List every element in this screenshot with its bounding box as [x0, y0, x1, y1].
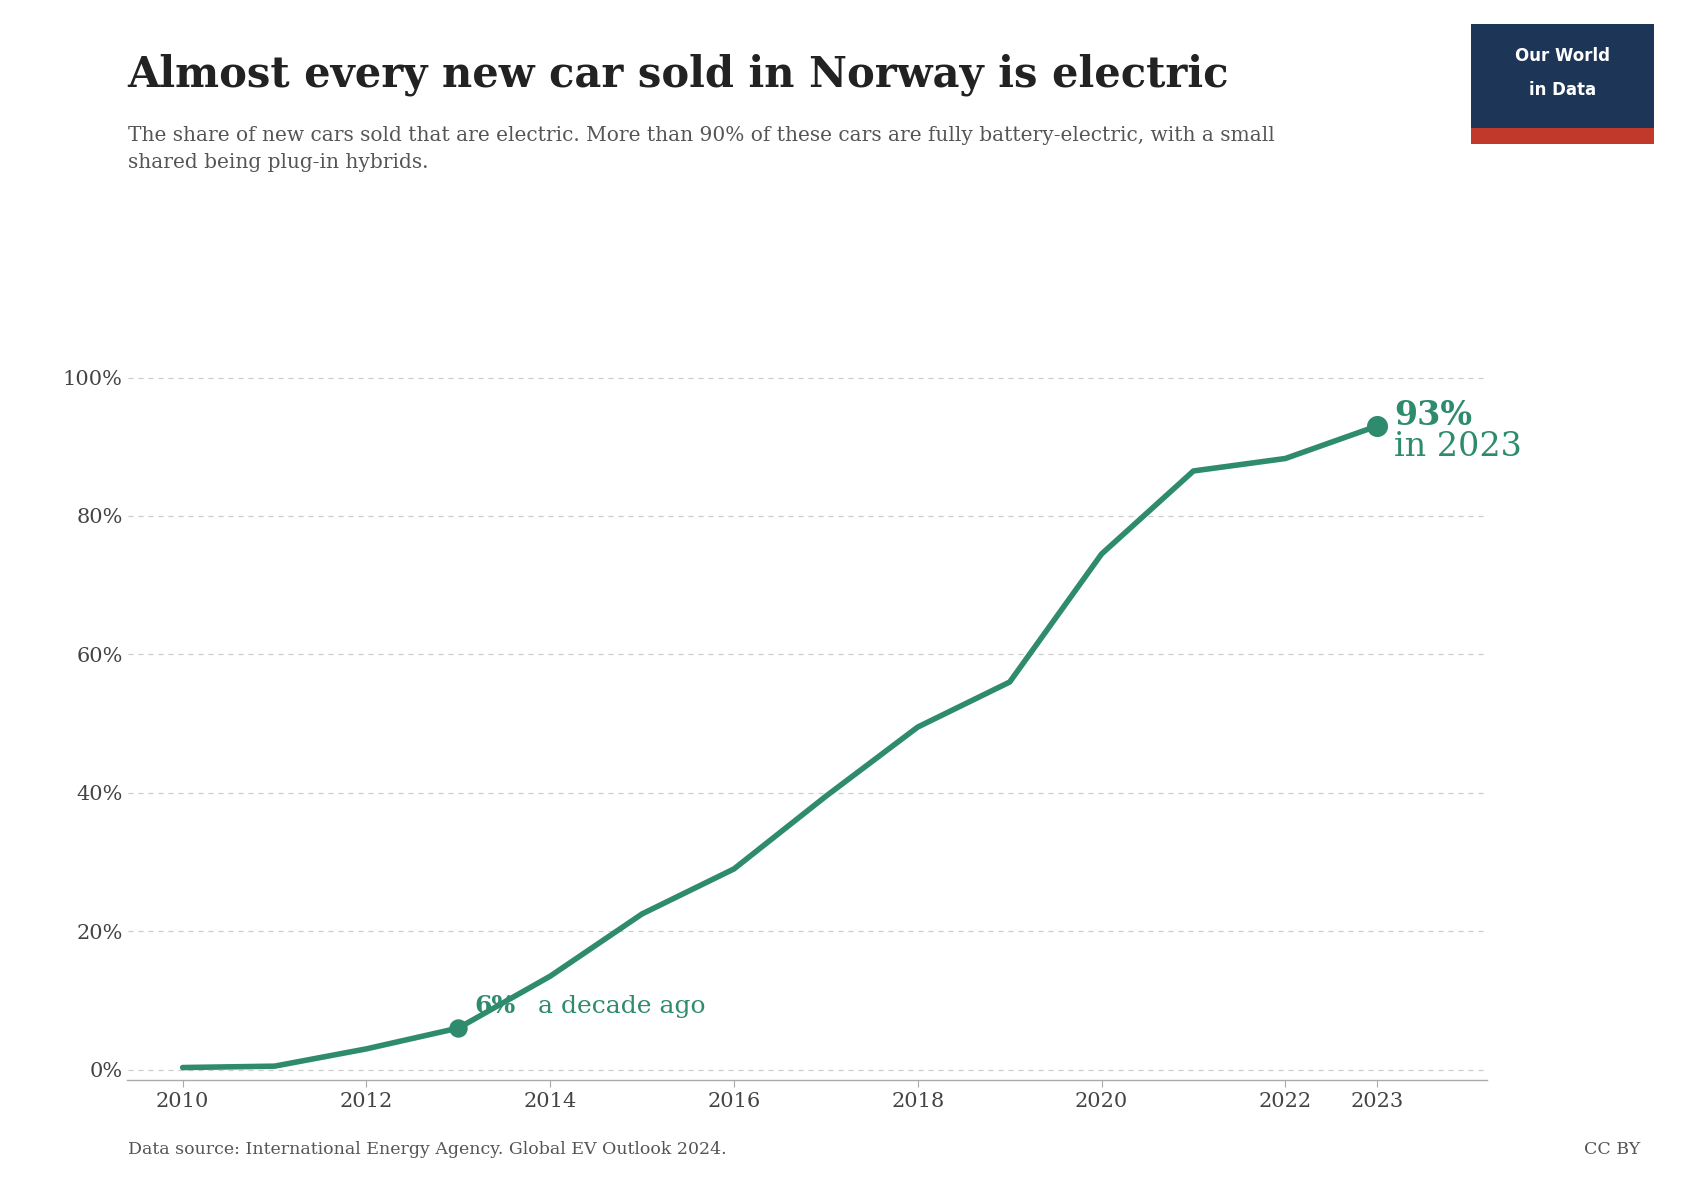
- Text: 93%: 93%: [1394, 400, 1472, 432]
- Text: in Data: in Data: [1528, 80, 1596, 98]
- Text: 6%: 6%: [474, 994, 517, 1018]
- Text: Our World: Our World: [1515, 47, 1610, 65]
- Text: CC BY: CC BY: [1584, 1141, 1640, 1158]
- Text: a decade ago: a decade ago: [530, 995, 706, 1018]
- Point: [1363, 416, 1391, 436]
- Text: The share of new cars sold that are electric. More than 90% of these cars are fu: The share of new cars sold that are elec…: [128, 126, 1275, 173]
- Text: Data source: International Energy Agency. Global EV Outlook 2024.: Data source: International Energy Agency…: [128, 1141, 726, 1158]
- Text: in 2023: in 2023: [1394, 431, 1522, 463]
- Point: [445, 1019, 473, 1038]
- Text: Almost every new car sold in Norway is electric: Almost every new car sold in Norway is e…: [128, 54, 1229, 96]
